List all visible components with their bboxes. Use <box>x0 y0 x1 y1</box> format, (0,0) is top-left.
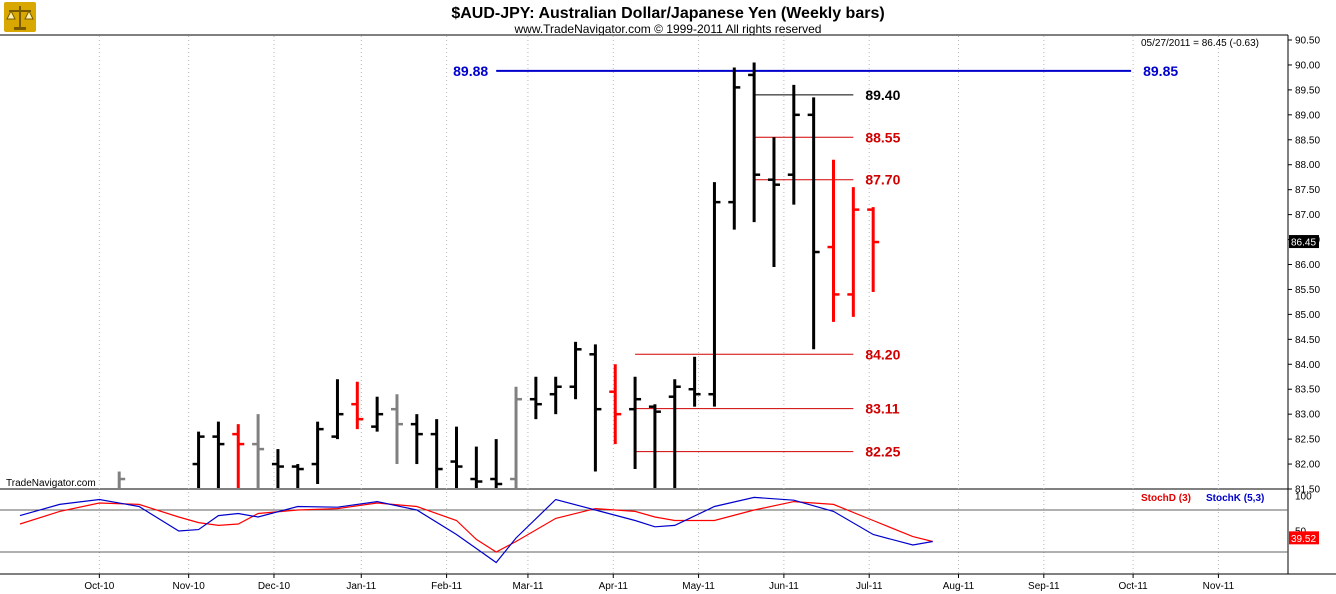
price-bar <box>867 207 880 292</box>
chart-title: $AUD-JPY: Australian Dollar/Japanese Yen… <box>451 5 884 22</box>
x-tick-label: Nov-11 <box>1203 581 1235 592</box>
price-bar <box>192 431 205 488</box>
level-label: 84.20 <box>865 346 900 362</box>
price-bar <box>827 159 840 322</box>
stoch-last-box <box>1289 531 1319 545</box>
price-bar <box>470 446 483 488</box>
price-bar <box>371 396 384 432</box>
x-tick-label: Jul-11 <box>856 581 883 592</box>
price-bar <box>510 386 523 488</box>
price-bar <box>430 419 443 488</box>
price-bar <box>529 376 542 420</box>
level-label: 87.70 <box>865 172 900 188</box>
level-label: 89.40 <box>865 87 900 103</box>
watermark: TradeNavigator.com <box>6 478 96 489</box>
y-tick-label: 86.00 <box>1295 260 1320 271</box>
y-tick-label: 87.00 <box>1295 210 1320 221</box>
price-bar <box>688 356 701 407</box>
x-tick-label: Mar-11 <box>512 581 543 592</box>
y-tick-label: 89.50 <box>1295 85 1320 96</box>
stochd-line <box>19 500 933 553</box>
price-bar <box>410 414 423 465</box>
y-tick-label: 85.50 <box>1295 285 1320 296</box>
price-axis: 90.50 90.00 89.50 89.00 88.50 88.00 87.50 87.00… <box>1288 36 1320 496</box>
legend-stochk: StochK (5,3) <box>1206 493 1264 504</box>
x-tick-label: Feb-11 <box>431 581 462 592</box>
y-tick-label: 83.00 <box>1295 410 1320 421</box>
price-bar <box>390 394 403 465</box>
price-bar <box>767 137 780 267</box>
x-tick-label: Oct-10 <box>84 581 114 592</box>
price-bar <box>609 364 622 445</box>
price-bar <box>847 187 860 317</box>
price-bar <box>728 67 741 230</box>
fibonacci-levels: 89.88 89.85 89.40 88.55 87.70 84.20 83.11 82.25 <box>453 63 1178 460</box>
level-label: 88.55 <box>865 129 900 145</box>
y-tick-label: 89.00 <box>1295 110 1320 121</box>
last-price-info: 05/27/2011 = 86.45 (-0.63) <box>1141 38 1259 49</box>
y-tick-label: 81.50 <box>1295 485 1320 496</box>
scales-icon <box>4 2 36 32</box>
x-tick-label: Dec-10 <box>258 581 291 592</box>
price-bar <box>252 414 265 488</box>
stochk-line <box>19 496 933 564</box>
y-tick-label: 85.00 <box>1295 310 1320 321</box>
price-bar <box>212 421 225 488</box>
price-bar <box>589 344 602 472</box>
x-tick-label: Aug-11 <box>943 581 975 592</box>
price-bar <box>787 84 800 205</box>
x-tick-label: May-11 <box>682 581 715 592</box>
level-label: 89.85 <box>1143 63 1178 79</box>
price-bar <box>232 424 245 488</box>
x-tick-label: Apr-11 <box>599 581 629 592</box>
y-tick-label: 82.50 <box>1295 435 1320 446</box>
grid-lines <box>98 36 1219 573</box>
price-bar <box>569 341 582 400</box>
y-tick-label: 84.50 <box>1295 335 1320 346</box>
price-bar <box>490 439 503 488</box>
price-bar <box>311 421 324 485</box>
price-bar <box>291 464 304 488</box>
stoch-last-label: 39.52 <box>1291 534 1316 545</box>
y-tick-label: 90.50 <box>1295 36 1320 47</box>
y-tick-label: 82.00 <box>1295 460 1320 471</box>
y-tick-label: 90.00 <box>1295 60 1320 71</box>
date-axis: Oct-10 Nov-10 Dec-10 Jan-11 Feb-11 Mar-11 Apr-… <box>84 574 1235 592</box>
price-bar <box>708 182 721 407</box>
x-tick-label: Jan-11 <box>346 581 376 592</box>
price-bar <box>668 379 681 488</box>
last-price-label: 86.45 <box>1291 238 1316 249</box>
price-bar <box>549 376 562 415</box>
x-tick-label: Jun-11 <box>769 581 799 592</box>
y-tick-label: 87.50 <box>1295 185 1320 196</box>
y-tick-label: 88.50 <box>1295 135 1320 146</box>
level-label: 89.88 <box>453 63 488 79</box>
y-tick-label: 83.50 <box>1295 385 1320 396</box>
stochastic-panel: 1005039.52 <box>0 492 1319 564</box>
price-bar <box>351 381 364 430</box>
x-tick-label: Nov-10 <box>173 581 206 592</box>
chart-subtitle: www.TradeNavigator.com © 1999-2011 All r… <box>514 22 822 36</box>
level-label: 83.11 <box>865 401 899 417</box>
y-tick-label: 84.00 <box>1295 360 1320 371</box>
stoch-tick-label: 100 <box>1295 492 1312 503</box>
x-tick-label: Sep-11 <box>1028 581 1060 592</box>
price-bars <box>117 62 880 488</box>
legend-stochd: StochD (3) <box>1141 493 1191 504</box>
last-price-box <box>1289 235 1319 249</box>
price-bar <box>331 379 344 440</box>
price-bar <box>748 62 761 223</box>
price-bar <box>648 404 661 488</box>
price-bar <box>629 376 642 470</box>
y-tick-label: 88.00 <box>1295 160 1320 171</box>
price-bar <box>271 449 284 488</box>
price-bar <box>807 97 820 350</box>
level-label: 82.25 <box>865 444 900 460</box>
price-bar <box>117 471 126 488</box>
price-axis-panel <box>1288 0 1336 594</box>
price-bar <box>450 426 463 488</box>
x-tick-label: Oct-11 <box>1118 581 1148 592</box>
